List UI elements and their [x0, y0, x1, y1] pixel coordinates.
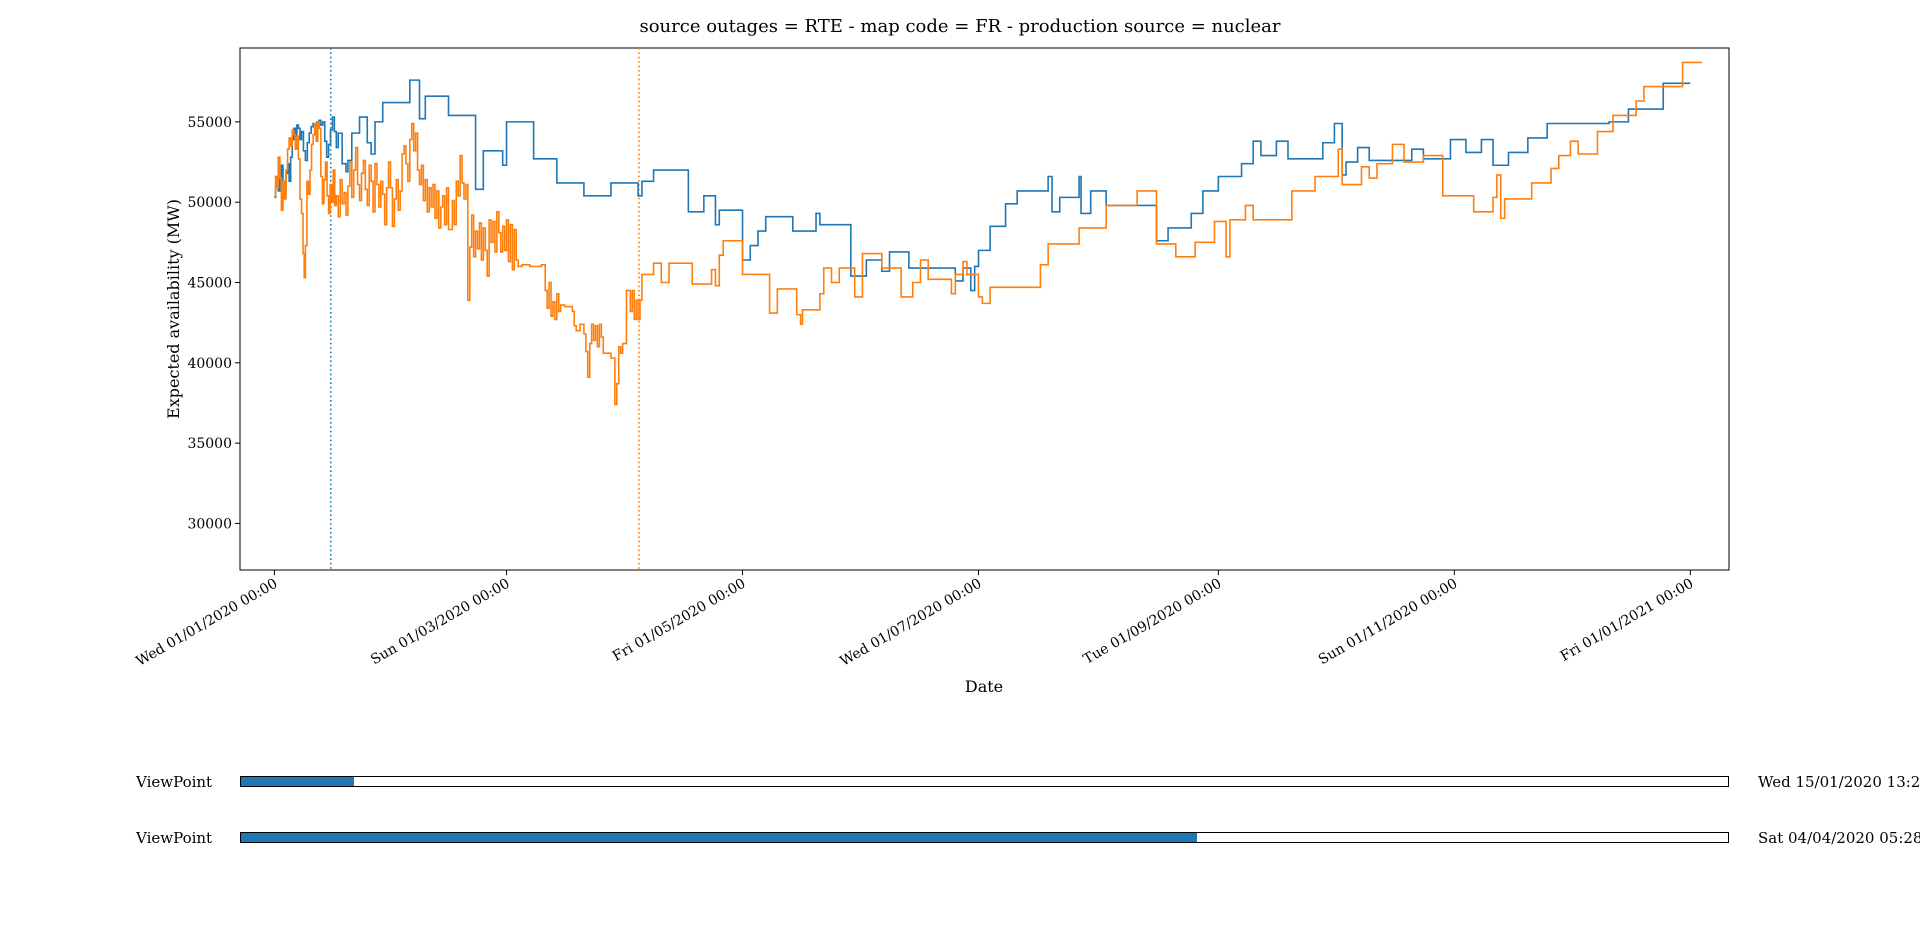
slider-track[interactable]: [240, 776, 1729, 787]
series-line: [274, 79, 1691, 292]
x-tick-label: Fri 01/05/2020 00:00: [610, 576, 749, 665]
slider-label: ViewPoint: [136, 829, 213, 847]
slider-fill[interactable]: [241, 833, 1198, 842]
plot-area: [239, 47, 1730, 571]
x-tick-label: Tue 01/09/2020 00:00: [1081, 576, 1225, 668]
y-axis: 30000 35000 40000 45000 50000 55000: [187, 115, 240, 532]
y-tick-label: 45000: [187, 275, 232, 291]
y-tick-label: 55000: [187, 115, 232, 131]
x-axis-label: Date: [965, 677, 1003, 696]
x-tick-label: Sun 01/03/2020 00:00: [368, 576, 512, 669]
y-tick-label: 40000: [187, 356, 232, 372]
y-tick-label: 30000: [187, 516, 232, 532]
x-tick-label: Wed 01/01/2020 00:00: [133, 576, 280, 670]
y-tick-label: 50000: [187, 195, 232, 211]
slider-track[interactable]: [240, 832, 1729, 843]
y-axis-label: Expected availability (MW): [164, 199, 183, 419]
x-axis: Wed 01/01/2020 00:00 Sun 01/03/2020 00:00…: [133, 570, 1696, 670]
viewpoint-markers: [329, 48, 640, 570]
y-tick-label: 35000: [187, 436, 232, 452]
viewpoint-slider-2: ViewPoint Sat 04/04/2020 05:28: [0, 828, 1920, 848]
slider-label: ViewPoint: [136, 773, 213, 791]
slider-fill[interactable]: [241, 777, 354, 786]
x-tick-label: Sun 01/11/2020 00:00: [1316, 576, 1460, 669]
slider-value: Wed 15/01/2020 13:23: [1758, 773, 1920, 791]
x-tick-label: Fri 01/01/2021 00:00: [1558, 576, 1697, 665]
series-line: [274, 61, 1702, 406]
series-lines: [274, 61, 1702, 406]
x-tick-label: Wed 01/07/2020 00:00: [838, 576, 985, 670]
viewpoint-slider-1: ViewPoint Wed 15/01/2020 13:23: [0, 772, 1920, 792]
slider-value: Sat 04/04/2020 05:28: [1758, 829, 1920, 847]
chart-title: source outages = RTE - map code = FR - p…: [639, 16, 1280, 37]
